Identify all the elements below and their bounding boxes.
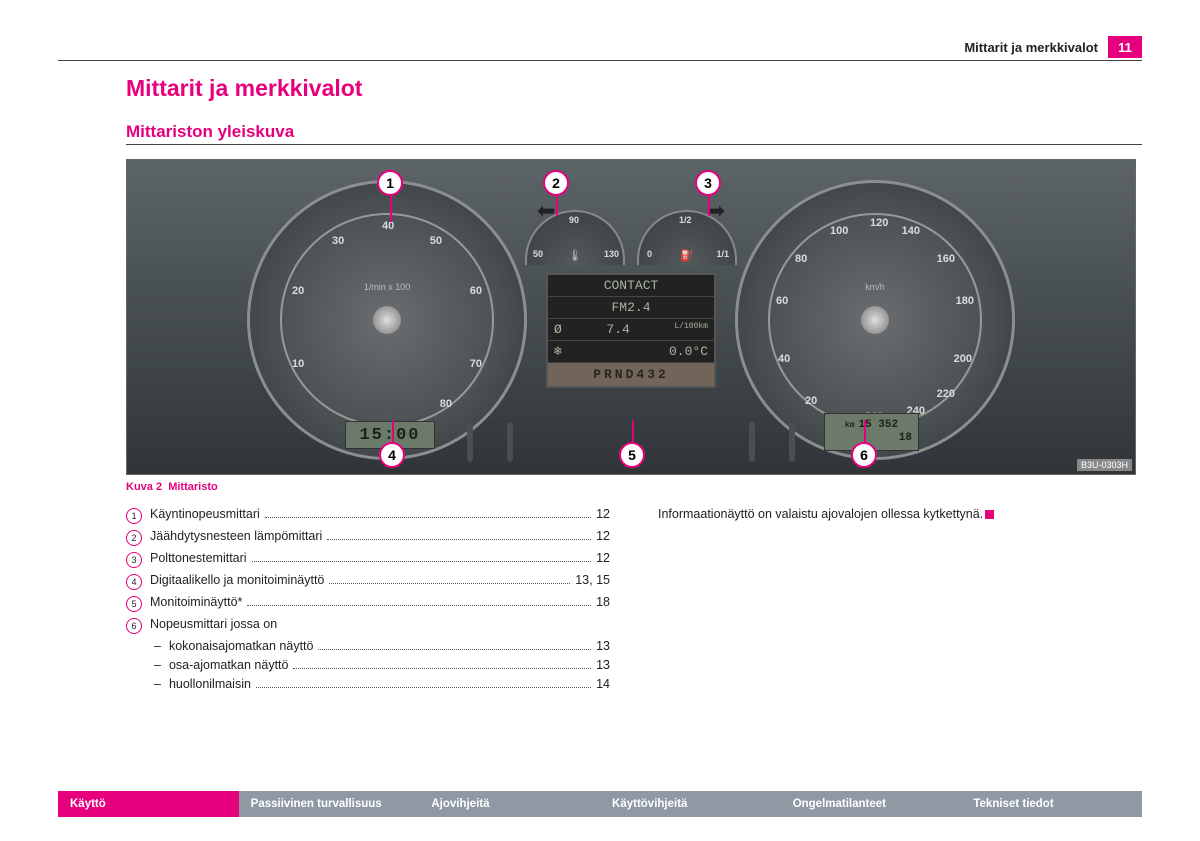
- legend-sub-page: 13: [596, 658, 610, 672]
- speedometer-gauge: km/h 20 40 60 80 100 120 140 160 180 200…: [735, 180, 1015, 460]
- legend-num-6: 6: [126, 618, 142, 634]
- legend-label: Nopeusmittari jossa on: [150, 617, 277, 631]
- legend-label: Käyntinopeusmittari: [150, 507, 260, 521]
- callout-2: 2: [543, 170, 569, 196]
- multifunction-display: CONTACT FM2.4 Ø 7.4 L/100km ❄ 0.0°C PRND…: [546, 273, 716, 388]
- legend-num-3: 3: [126, 552, 142, 568]
- center-panel: 50 90 130 🌡 0 1/2 1/1 ⛽ CONT: [501, 210, 761, 388]
- reset-knob-left2: [507, 422, 513, 462]
- footer-tab[interactable]: Käyttövihjeitä: [600, 791, 781, 817]
- legend-label: Digitaalikello ja monitoiminäyttö: [150, 573, 324, 587]
- legend-num-5: 5: [126, 596, 142, 612]
- footer-tab[interactable]: Ajovihjeitä: [419, 791, 600, 817]
- footer-tabs: KäyttöPassiivinen turvallisuusAjovihjeit…: [58, 791, 1142, 817]
- callout-6: 6: [851, 442, 877, 468]
- legend-num-2: 2: [126, 530, 142, 546]
- header-title: Mittarit ja merkkivalot: [964, 40, 1098, 55]
- legend-page: 12: [596, 529, 610, 543]
- legend-sub-page: 14: [596, 677, 610, 691]
- legend-page: 12: [596, 507, 610, 521]
- speedo-unit: km/h: [865, 282, 885, 292]
- legend-sub-label: huollonilmaisin: [169, 677, 251, 691]
- page-number: 11: [1108, 36, 1142, 58]
- page-header: Mittarit ja merkkivalot 11: [58, 36, 1142, 61]
- footer-tab[interactable]: Ongelmatilanteet: [781, 791, 962, 817]
- section-heading: Mittariston yleiskuva: [126, 122, 1142, 145]
- footer-tab[interactable]: Passiivinen turvallisuus: [239, 791, 420, 817]
- callout-5: 5: [619, 442, 645, 468]
- figure-instrument-cluster: 1/min x 100 10 20 30 40 50 60 70 80 15:0…: [126, 159, 1136, 475]
- reset-knob-left: [467, 422, 473, 462]
- tachometer-gauge: 1/min x 100 10 20 30 40 50 60 70 80 15:0…: [247, 180, 527, 460]
- coolant-temp-gauge: 50 90 130 🌡: [525, 210, 625, 265]
- legend-page: 18: [596, 595, 610, 609]
- footer-tab[interactable]: Tekniset tiedot: [961, 791, 1142, 817]
- legend-sub-page: 13: [596, 639, 610, 653]
- legend-page: 13, 15: [575, 573, 610, 587]
- image-code: B3U-0303H: [1077, 459, 1132, 471]
- legend-page: 12: [596, 551, 610, 565]
- footer-tab[interactable]: Käyttö: [58, 791, 239, 817]
- gear-indicator: PRND432: [548, 363, 714, 386]
- reset-knob-right: [789, 422, 795, 462]
- legend-list: 1 Käyntinopeusmittari 12 2 Jäähdytysnesteen …: [126, 507, 610, 691]
- legend-label: Polttonestemittari: [150, 551, 247, 565]
- chapter-heading: Mittarit ja merkkivalot: [126, 75, 1142, 102]
- legend-num-1: 1: [126, 508, 142, 524]
- figure-caption: Kuva 2 Mittaristo: [126, 481, 1142, 493]
- reset-knob-right2: [749, 422, 755, 462]
- tach-unit: 1/min x 100: [364, 282, 411, 292]
- end-marker-icon: [985, 510, 994, 519]
- legend-label: Jäähdytysnesteen lämpömittari: [150, 529, 322, 543]
- callout-3: 3: [695, 170, 721, 196]
- info-note: Informaationäyttö on valaistu ajovalojen…: [658, 507, 1142, 521]
- callout-1: 1: [377, 170, 403, 196]
- temp-icon: 🌡: [568, 249, 582, 262]
- legend-label: Monitoiminäyttö*: [150, 595, 242, 609]
- legend-sub-label: osa-ajomatkan näyttö: [169, 658, 289, 672]
- fuel-icon: ⛽: [680, 249, 694, 262]
- legend-sub-label: kokonaisajomatkan näyttö: [169, 639, 314, 653]
- callout-4: 4: [379, 442, 405, 468]
- fuel-gauge: 0 1/2 1/1 ⛽: [637, 210, 737, 265]
- legend-num-4: 4: [126, 574, 142, 590]
